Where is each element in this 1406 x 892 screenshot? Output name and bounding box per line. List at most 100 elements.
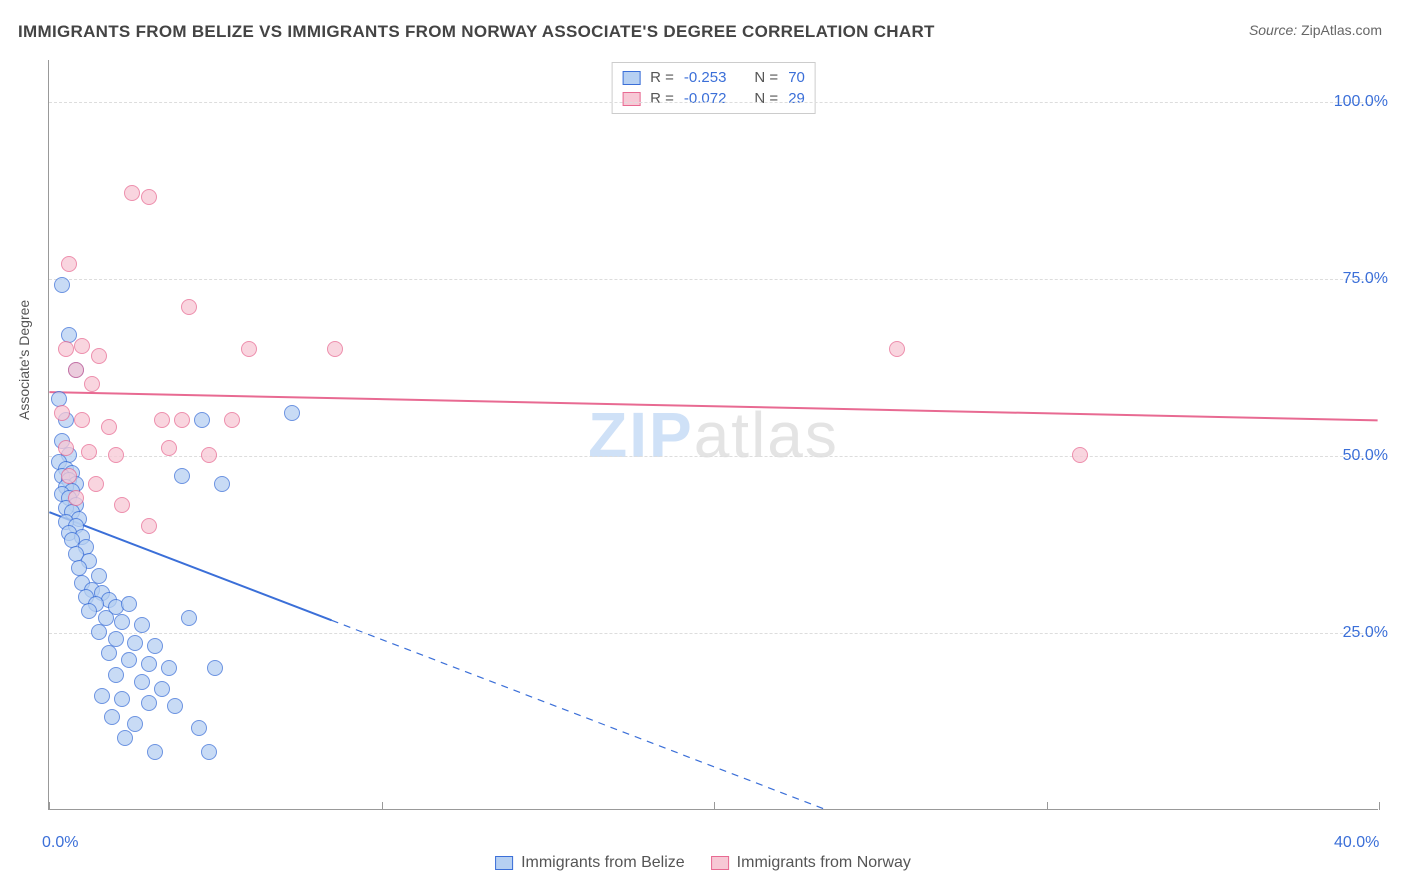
source-label: Source: [1249,22,1297,38]
y-axis-label: Associate's Degree [16,300,32,420]
scatter-point-belize [81,603,97,619]
scatter-point-belize [181,610,197,626]
scatter-point-norway [141,518,157,534]
scatter-point-norway [161,440,177,456]
y-tick-label: 100.0% [1334,93,1388,111]
scatter-point-belize [91,624,107,640]
x-tick [382,802,383,810]
scatter-point-norway [108,447,124,463]
scatter-point-belize [127,635,143,651]
r-label: R = [650,88,674,109]
scatter-point-norway [224,412,240,428]
watermark-zip: ZIP [588,399,694,471]
gridline [49,279,1378,280]
scatter-point-belize [191,720,207,736]
gridline [49,102,1378,103]
scatter-point-norway [88,476,104,492]
scatter-point-norway [58,440,74,456]
legend-label: Immigrants from Belize [521,854,685,872]
scatter-point-norway [101,419,117,435]
legend-item: Immigrants from Belize [495,854,685,872]
stat-legend: R = -0.253 N = 70 R = -0.072 N = 29 [611,62,816,114]
scatter-point-norway [154,412,170,428]
scatter-point-belize [167,698,183,714]
x-tick-label: 0.0% [42,834,78,852]
scatter-point-norway [141,189,157,205]
scatter-point-norway [61,468,77,484]
y-tick-label: 50.0% [1343,447,1388,465]
scatter-point-belize [141,695,157,711]
source-attribution: Source: ZipAtlas.com [1249,22,1382,38]
scatter-point-norway [201,447,217,463]
scatter-point-norway [114,497,130,513]
scatter-point-norway [68,362,84,378]
scatter-point-belize [207,660,223,676]
stat-legend-row: R = -0.253 N = 70 [622,67,805,88]
stat-legend-row: R = -0.072 N = 29 [622,88,805,109]
scatter-point-belize [141,656,157,672]
scatter-point-norway [1072,447,1088,463]
r-value: -0.253 [684,67,727,88]
n-label: N = [754,67,778,88]
scatter-point-belize [134,674,150,690]
scatter-point-belize [201,744,217,760]
source-value: ZipAtlas.com [1301,22,1382,38]
scatter-point-norway [68,490,84,506]
scatter-point-norway [91,348,107,364]
gridline [49,456,1378,457]
scatter-point-norway [84,376,100,392]
r-value: -0.072 [684,88,727,109]
scatter-point-belize [284,405,300,421]
scatter-point-belize [147,744,163,760]
scatter-point-norway [241,341,257,357]
scatter-point-norway [889,341,905,357]
scatter-point-belize [114,691,130,707]
trend-lines [49,60,1378,809]
scatter-point-norway [124,185,140,201]
scatter-point-belize [117,730,133,746]
scatter-point-norway [58,341,74,357]
legend-swatch [495,856,513,870]
n-value: 70 [788,67,805,88]
scatter-point-belize [54,277,70,293]
r-label: R = [650,67,674,88]
scatter-point-belize [108,667,124,683]
scatter-point-belize [104,709,120,725]
x-tick [1379,802,1380,810]
scatter-point-belize [174,468,190,484]
bottom-legend: Immigrants from Belize Immigrants from No… [495,854,911,872]
scatter-point-belize [194,412,210,428]
scatter-point-norway [81,444,97,460]
scatter-point-belize [147,638,163,654]
x-tick [49,802,50,810]
scatter-point-norway [54,405,70,421]
legend-swatch [711,856,729,870]
watermark-atlas: atlas [694,399,839,471]
legend-swatch [622,71,640,85]
scatter-point-belize [101,645,117,661]
scatter-point-belize [127,716,143,732]
watermark: ZIPatlas [588,398,839,472]
n-value: 29 [788,88,805,109]
n-label: N = [754,88,778,109]
scatter-point-belize [154,681,170,697]
scatter-point-belize [121,596,137,612]
scatter-point-belize [114,614,130,630]
y-tick-label: 75.0% [1343,270,1388,288]
x-tick [1047,802,1048,810]
scatter-point-belize [94,688,110,704]
scatter-point-norway [181,299,197,315]
y-tick-label: 25.0% [1343,624,1388,642]
scatter-point-belize [214,476,230,492]
scatter-point-belize [134,617,150,633]
gridline [49,633,1378,634]
scatter-point-norway [74,338,90,354]
x-tick-label: 40.0% [1334,834,1379,852]
scatter-point-norway [61,256,77,272]
x-tick [714,802,715,810]
chart-title: IMMIGRANTS FROM BELIZE VS IMMIGRANTS FRO… [18,22,935,42]
legend-label: Immigrants from Norway [737,854,911,872]
scatter-point-belize [161,660,177,676]
plot-area: ZIPatlas R = -0.253 N = 70 R = -0.072 N = 29 [48,60,1378,810]
legend-item: Immigrants from Norway [711,854,911,872]
